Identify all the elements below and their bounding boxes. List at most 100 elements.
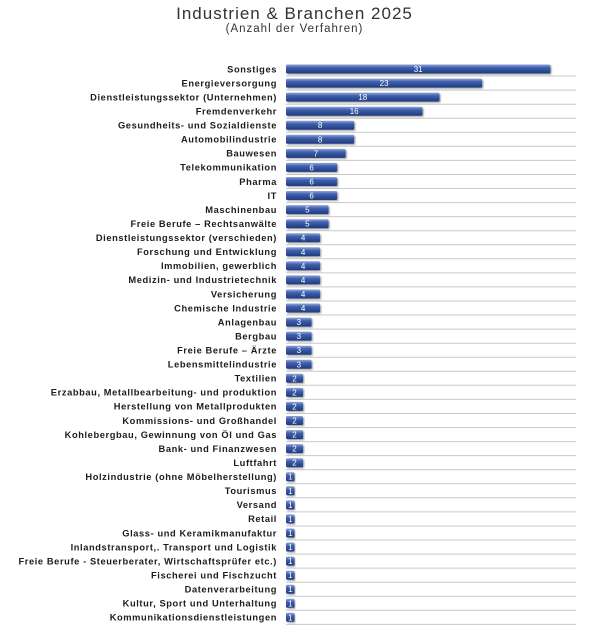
bar-value-label: 4 [301, 276, 306, 285]
category-label: Tourismus [225, 486, 277, 496]
bar-value-label: 1 [288, 473, 293, 482]
bar-value-label: 2 [292, 402, 297, 411]
bar [286, 444, 304, 454]
category-label: Herstellung von Metallprodukten [114, 402, 277, 412]
category-label: Versand [237, 500, 277, 510]
bar-value-label: 2 [292, 374, 297, 383]
bar [286, 612, 295, 622]
bar-value-label: 7 [314, 149, 319, 158]
category-label: Retail [248, 514, 277, 524]
bar-value-label: 1 [288, 543, 293, 552]
bar-value-label: 8 [318, 121, 323, 130]
bar-value-label: 2 [292, 459, 297, 468]
category-label: Fremdenverkehr [196, 107, 277, 117]
bar-value-label: 5 [305, 206, 310, 215]
bar-value-label: 1 [288, 557, 293, 566]
bars: 3123181688766655444444333322222221111111… [286, 64, 551, 622]
category-label: Holzindustrie (ohne Möbelherstellung) [85, 472, 277, 482]
bar-value-label: 2 [292, 388, 297, 397]
bar [286, 92, 440, 102]
category-label: Chemische Industrie [174, 303, 277, 313]
chart-title: Industrien & Branchen 2025 [176, 4, 413, 23]
bar-value-label: 1 [288, 529, 293, 538]
bar [286, 458, 304, 468]
category-label: Kultur, Sport und Unterhaltung [123, 599, 277, 609]
bar [286, 303, 321, 313]
bar [286, 191, 338, 200]
bar-value-label: 6 [309, 192, 314, 201]
bar [286, 78, 483, 88]
bar [286, 205, 329, 215]
bar [286, 317, 312, 327]
category-label: Lebensmittelindustrie [168, 360, 277, 370]
bar-value-label: 23 [380, 79, 389, 88]
category-label: Energieversorgung [182, 78, 277, 88]
category-label: Dienstleistungssektor (verschieden) [96, 233, 277, 243]
bar-value-label: 16 [350, 107, 359, 116]
chart-subtitle: (Anzahl der Verfahren) [225, 23, 364, 35]
bar [286, 570, 295, 580]
bar-value-label: 1 [288, 515, 293, 524]
bar [286, 261, 321, 271]
category-label: Glass- und Keramikmanufaktur [122, 528, 277, 538]
bar-value-label: 2 [292, 431, 297, 440]
bar-value-label: 4 [301, 290, 306, 299]
bar-value-label: 6 [309, 163, 314, 172]
bar [286, 598, 295, 608]
bar-value-label: 2 [292, 445, 297, 454]
category-label: Dienstleistungssektor (Unternehmen) [90, 92, 277, 102]
bar [286, 401, 304, 411]
bar-value-label: 1 [288, 571, 293, 580]
bar-value-label: 3 [297, 332, 302, 341]
category-label: Anlagenbau [218, 317, 277, 327]
bar [286, 542, 295, 552]
category-label: Kommunikationsdienstleistungen [110, 613, 277, 623]
category-label: Versicherung [211, 289, 277, 299]
bar [286, 162, 338, 172]
bar [286, 106, 423, 116]
bar-value-label: 6 [309, 178, 314, 187]
category-label: Telekommunikation [180, 163, 277, 173]
bar-value-label: 31 [414, 65, 423, 74]
bar [286, 148, 346, 158]
category-label: Bank- und Finanzwesen [159, 444, 278, 454]
category-label: Textilien [235, 374, 277, 384]
category-label: Immobilien, gewerblich [161, 261, 277, 271]
category-label: Luftfahrt [233, 458, 277, 468]
gridlines [286, 75, 576, 625]
bar [286, 359, 312, 369]
bar [286, 345, 312, 355]
bar [286, 416, 304, 425]
bar [286, 472, 295, 482]
bar [286, 556, 295, 566]
category-label: Freie Berufe - Steuerberater, Wirtschaft… [18, 556, 277, 566]
category-label: Gesundheits- und Sozialdienste [118, 121, 277, 131]
bar-value-label: 1 [288, 585, 293, 594]
category-label: Pharma [239, 177, 277, 187]
category-label: Kommissions- und Großhandel [122, 416, 277, 426]
category-label: Medizin- und Industrietechnik [128, 275, 277, 285]
bar [286, 64, 551, 74]
bar [286, 331, 312, 341]
category-label: Freie Berufe – Ärzte [177, 346, 277, 356]
bar-value-label: 1 [288, 613, 293, 622]
bar [286, 134, 355, 144]
bar [286, 387, 304, 397]
bar [286, 584, 295, 594]
bar-value-label: 4 [301, 304, 306, 313]
bar [286, 219, 329, 229]
category-label: Kohlebergbau, Gewinnung von Öl und Gas [65, 430, 277, 440]
bar [286, 275, 321, 285]
bar [286, 373, 304, 383]
bar [286, 528, 295, 538]
bar-value-label: 4 [301, 234, 306, 243]
bar [286, 120, 355, 130]
bar-value-label: 18 [358, 93, 367, 102]
category-label: Maschinenbau [205, 205, 277, 215]
bar [286, 177, 338, 186]
category-label: Sonstiges [227, 64, 277, 74]
category-label: Bergbau [235, 331, 277, 341]
bar [286, 233, 321, 243]
category-label: Freie Berufe – Rechtsanwälte [131, 219, 278, 229]
category-label: Forschung und Entwicklung [137, 247, 277, 257]
